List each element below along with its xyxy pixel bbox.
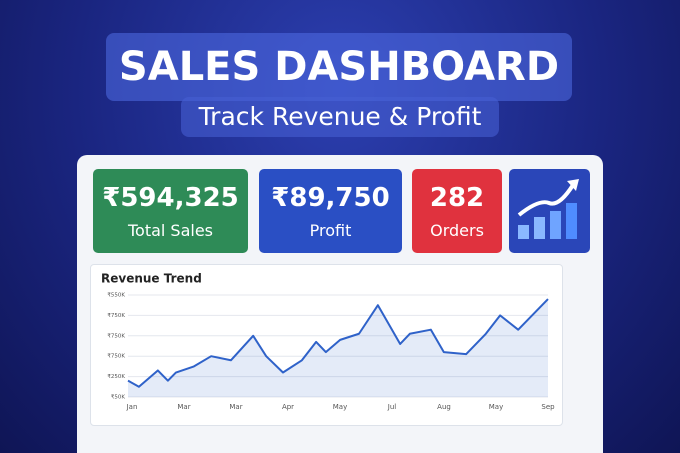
y-tick-label: ₹750K [107,312,125,319]
y-tick-label: ₹550K [107,292,125,299]
x-tick-label: May [489,403,503,411]
x-tick-label: Jul [387,403,397,411]
kpi-card: ₹89,750 Profit [259,169,402,253]
x-tick-label: May [333,403,347,411]
growth-icon [517,179,579,239]
y-tick-label: ₹750K [107,332,125,339]
x-tick-label: Apr [282,403,294,411]
x-tick-label: Sep [541,403,555,411]
x-tick-label: Jan [126,403,138,411]
title: SALES DASHBOARD [106,33,572,101]
x-tick-label: Mar [229,403,242,411]
icon-card [509,169,590,253]
x-tick-label: Aug [437,403,451,411]
kpi-label: Total Sales [127,221,214,240]
line-area [128,299,548,397]
y-tick-label: ₹250K [107,373,125,380]
kpi-card: 282 Orders [412,169,502,253]
subtitle: Track Revenue & Profit [181,97,499,137]
dashboard-panel: ₹594,325 Total Sales ₹89,750 Profit 282 … [77,155,603,453]
kpi-label: Orders [430,221,484,240]
y-tick-label: ₹750K [107,353,125,360]
kpi-value: ₹594,325 [102,183,239,213]
y-tick-label: ₹50K [111,394,125,401]
chart-title: Revenue Trend [101,272,202,286]
kpi-label: Profit [309,221,352,240]
kpi-card: ₹594,325 Total Sales [93,169,248,253]
chart-card: Revenue Trend ₹50K ₹250K ₹750K ₹750K ₹750K ₹5… [90,264,563,426]
x-tick-label: Mar [177,403,190,411]
kpi-value: 282 [429,183,485,213]
line [127,298,549,388]
kpi-value: ₹89,750 [271,183,390,213]
chart: Revenue Trend ₹50K ₹250K ₹750K ₹750K ₹750K ₹5… [101,272,555,412]
